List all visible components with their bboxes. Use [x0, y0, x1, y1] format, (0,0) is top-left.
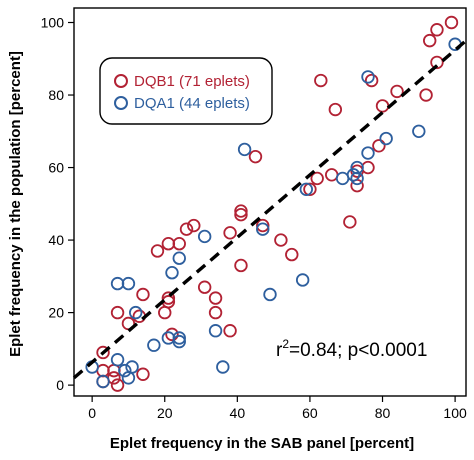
dqa1-point — [129, 305, 143, 320]
y-axis-title: Eplet frequency in the population [perce… — [7, 51, 24, 357]
correlation-annotation: r2=0.84; p<0.0001 — [276, 337, 427, 361]
dqb1-point — [172, 237, 186, 251]
dqa1-point — [110, 353, 125, 367]
dqa1-point — [121, 276, 136, 291]
dqb1-point — [419, 88, 433, 102]
x-tick-label: 60 — [302, 405, 318, 421]
dqb1-point — [208, 291, 223, 305]
dqb1-point — [310, 171, 324, 186]
y-tick-label: 100 — [41, 15, 65, 31]
dqa1-point — [165, 266, 179, 280]
dqa1-point — [96, 374, 110, 389]
annotation-text: =0.84; p<0.0001 — [289, 340, 427, 361]
dqb1-point — [372, 139, 386, 153]
dqb1-point — [343, 215, 357, 229]
dqa1-point — [118, 363, 132, 378]
dqa1-point — [299, 182, 313, 197]
legend-label-dqa1: DQA1 (44 eplets) — [134, 95, 250, 112]
axis-tick-labels: 0 20 40 60 80 100 0 20 40 60 80 100 — [41, 15, 467, 421]
dqb1-point — [187, 218, 201, 233]
dqb1-point — [223, 226, 237, 240]
y-tick-label: 80 — [48, 87, 64, 103]
dqb1-point — [197, 280, 212, 294]
dqa1-point — [295, 273, 310, 287]
dqb1-point — [96, 345, 110, 360]
axis-ticks — [68, 21, 456, 402]
legend-label-dqb1: DQB1 (71 eplets) — [134, 73, 250, 90]
regression-line — [72, 39, 468, 380]
y-tick-label: 60 — [48, 160, 64, 176]
dqa1-point — [350, 160, 364, 175]
plot-area-frame — [73, 7, 467, 397]
dqb1-point — [234, 204, 248, 218]
dqb1-point — [208, 305, 223, 320]
dqb1-point — [165, 327, 179, 342]
dqb1-point — [430, 23, 444, 37]
dqa1-point — [125, 360, 139, 374]
dqa1-point — [147, 338, 161, 352]
dqb1-point — [234, 207, 248, 222]
dqb1-point — [136, 367, 150, 381]
dqa1-point — [172, 334, 186, 349]
dqa1-point — [172, 331, 186, 345]
legend-marker-dqb1 — [114, 74, 128, 88]
dqa1-point — [346, 168, 361, 182]
dqb1-point — [136, 287, 150, 302]
x-tick-label: 100 — [443, 405, 467, 421]
dqa1-point — [379, 131, 393, 146]
dqb1-point — [274, 233, 288, 247]
dqb1-point — [303, 182, 317, 197]
dqa1-point — [197, 229, 212, 244]
dqb1-point — [444, 15, 459, 30]
dqb1-point — [150, 244, 165, 258]
dqb1-point — [110, 378, 125, 392]
dqb1-point — [248, 149, 263, 164]
dqb1-point — [328, 102, 343, 117]
x-tick-label: 20 — [157, 405, 173, 421]
dqa1-point — [412, 124, 426, 138]
annotation-prefix: r — [276, 340, 283, 361]
legend-box — [99, 57, 273, 125]
dqb1-point — [223, 324, 237, 338]
dqb1-point — [179, 222, 194, 236]
legend-marker-dqa1 — [114, 96, 128, 110]
x-tick-label: 0 — [88, 405, 96, 421]
dqa1-point — [216, 360, 230, 374]
y-tick-label: 40 — [48, 232, 64, 248]
dqb1-point — [161, 291, 176, 305]
x-axis-title: Eplet frequency in the SAB panel [percen… — [110, 435, 414, 452]
y-tick-label: 0 — [56, 377, 64, 393]
dqa1-point — [256, 222, 270, 236]
dqb1-point — [314, 73, 328, 88]
dqb1-point — [423, 33, 437, 48]
dqa1-point — [208, 324, 223, 338]
dqb1-point — [110, 305, 125, 320]
dqa1-point — [237, 142, 252, 157]
dqb1-point — [256, 218, 270, 233]
dqb1-point — [234, 258, 248, 273]
dqa1-point — [263, 287, 277, 302]
x-tick-label: 80 — [375, 405, 391, 421]
dqa1-point — [361, 146, 375, 160]
dqa1-point — [172, 251, 186, 265]
dqb1-point — [285, 247, 299, 262]
x-tick-label: 40 — [230, 405, 246, 421]
y-tick-label: 20 — [48, 305, 64, 321]
dqa1-point — [361, 70, 375, 84]
dqb1-point — [390, 84, 404, 99]
dqb1-point — [364, 73, 379, 88]
annotation-superscript: 2 — [282, 337, 289, 351]
data-points — [85, 15, 462, 392]
dqb1-point — [430, 55, 444, 70]
legend: DQB1 (71 eplets) DQA1 (44 eplets) — [99, 57, 273, 125]
